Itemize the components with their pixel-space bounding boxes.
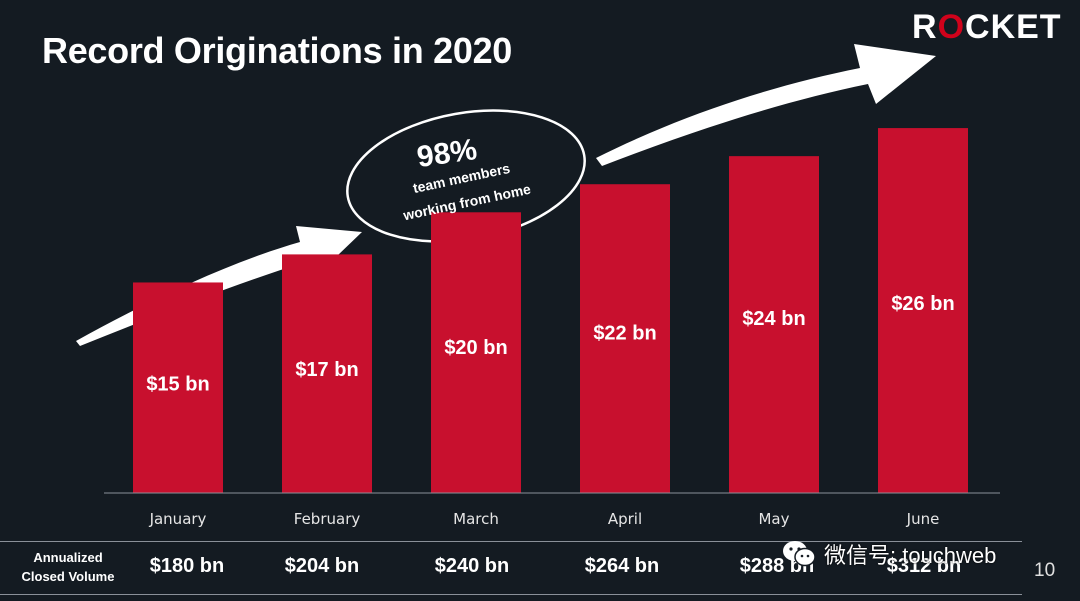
annualized-label: Annualized Closed Volume <box>6 548 130 586</box>
watermark-text: 微信号: touchweb <box>824 543 997 568</box>
bar-value-label: $22 bn <box>593 322 656 344</box>
bar-february <box>282 254 372 493</box>
page-number: 10 <box>1034 560 1056 581</box>
logo-ring: O <box>937 8 966 46</box>
category-label: March <box>453 510 499 528</box>
annualized-value: $180 bn <box>149 555 225 577</box>
bar-value-label: $17 bn <box>295 359 358 381</box>
wechat-watermark: 微信号: touchweb <box>782 538 996 570</box>
bar-june <box>878 128 968 494</box>
category-label: May <box>758 510 789 528</box>
bars-layer: $15 bn January $17 bn February $20 bn March $2… <box>133 128 968 528</box>
annualized-label-line-1: Annualized <box>33 550 103 565</box>
bar-march <box>431 212 521 494</box>
annualized-value: $264 bn <box>584 555 660 577</box>
annualized-value: $312 bn <box>886 555 962 577</box>
bar-january <box>133 282 223 493</box>
logo-part-2: CKET <box>965 8 1062 46</box>
annualized-value: $240 bn <box>434 555 510 577</box>
logo-part-1: R <box>912 8 938 46</box>
category-label: February <box>294 510 361 528</box>
annualized-label-line-2: Closed Volume <box>21 569 115 584</box>
slide-title: Record Originations in 2020 <box>42 30 513 71</box>
bar-value-label: $26 bn <box>891 293 954 315</box>
bar-april <box>580 184 670 493</box>
category-label: June <box>906 510 940 528</box>
wechat-icon <box>783 541 816 567</box>
rocket-logo: ROCKET <box>912 8 1062 47</box>
bar-value-label: $15 bn <box>146 374 209 396</box>
bar-may <box>729 156 819 493</box>
bar-value-label: $24 bn <box>742 308 805 330</box>
annualized-value: $204 bn <box>284 555 360 577</box>
bar-value-label: $20 bn <box>444 337 507 359</box>
category-label: January <box>149 510 207 528</box>
arrow-right-icon <box>596 44 936 166</box>
category-label: April <box>608 510 642 528</box>
